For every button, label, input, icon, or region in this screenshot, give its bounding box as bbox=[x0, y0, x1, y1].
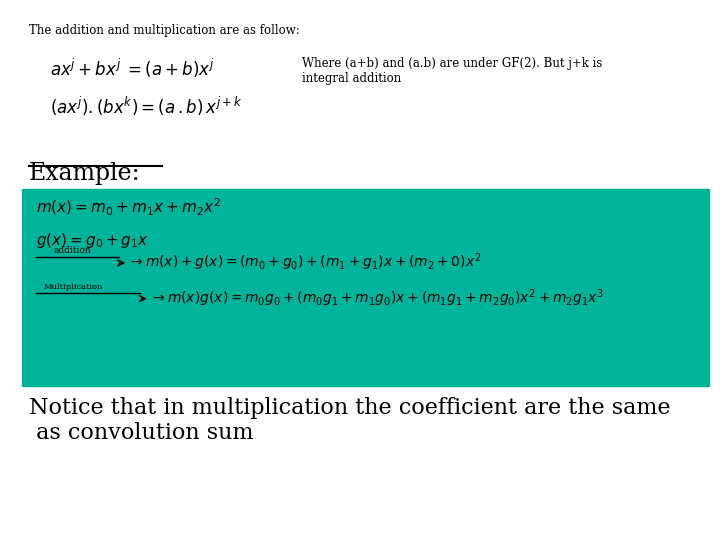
FancyBboxPatch shape bbox=[22, 189, 709, 386]
Text: $ax^{j}+bx^{j}\;=(a+b)x^{j}$: $ax^{j}+bx^{j}\;=(a+b)x^{j}$ bbox=[50, 57, 215, 80]
Text: $m(x)=m_0+m_1x+m_2x^2$: $m(x)=m_0+m_1x+m_2x^2$ bbox=[36, 197, 221, 218]
Text: Notice that in multiplication the coefficient are the same
 as convolution sum: Notice that in multiplication the coeffi… bbox=[29, 397, 670, 444]
Text: Where (a+b) and (a.b) are under GF(2). But j+k is
integral addition: Where (a+b) and (a.b) are under GF(2). B… bbox=[302, 57, 603, 85]
Text: $g(x)=g_0+g_1x$: $g(x)=g_0+g_1x$ bbox=[36, 231, 149, 250]
Text: $\rightarrow m(x)+g(x)=(m_0+g_0)+(m_1+g_1)x+(m_2+0)x^2$: $\rightarrow m(x)+g(x)=(m_0+g_0)+(m_1+g_… bbox=[128, 252, 482, 273]
Text: addition: addition bbox=[54, 246, 91, 255]
Text: Example:: Example: bbox=[29, 162, 140, 185]
Text: $(ax^{j}).(bx^{k})=(a\,.b)\,x^{j+k}$: $(ax^{j}).(bx^{k})=(a\,.b)\,x^{j+k}$ bbox=[50, 94, 243, 118]
Text: $\rightarrow m(x)g(x)=m_0g_0+(m_0g_1+m_1g_0)x+(m_1g_1+m_2g_0)x^2+m_2g_1x^3$: $\rightarrow m(x)g(x)=m_0g_0+(m_0g_1+m_1… bbox=[150, 287, 604, 309]
Text: The addition and multiplication are as follow:: The addition and multiplication are as f… bbox=[29, 24, 300, 37]
Text: Multiplication: Multiplication bbox=[43, 283, 102, 291]
